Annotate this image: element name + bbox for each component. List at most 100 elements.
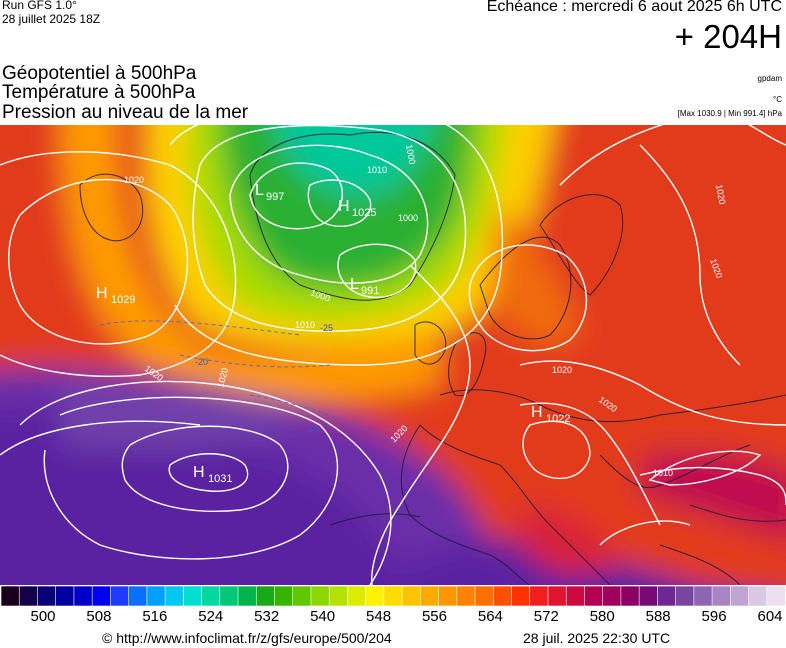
colorbar-swatch <box>584 586 604 606</box>
temperature-label: -25 <box>320 323 333 333</box>
isobar-label: 1020 <box>714 184 727 205</box>
isobar-label: 1000 <box>398 213 418 223</box>
coastlines <box>79 131 786 585</box>
isobars <box>0 125 786 585</box>
colorbar-swatch <box>18 586 39 606</box>
svg-text:H: H <box>96 285 108 302</box>
colorbar-swatch <box>438 586 458 606</box>
svg-text:L: L <box>255 182 264 199</box>
colorbar-tick-label: 572 <box>533 608 559 625</box>
run-date: 28 juillet 2025 18Z <box>2 12 101 26</box>
pressure-center: H 1029 <box>96 285 135 306</box>
colorbar-swatch <box>657 586 677 606</box>
colorbar-swatch <box>146 586 166 606</box>
unit-geopotential: gpdam <box>757 74 782 83</box>
colorbar-swatch <box>110 586 130 606</box>
isobar-label: 1010 <box>295 320 315 330</box>
isotherms <box>99 320 401 446</box>
colorbar-swatch <box>492 586 513 606</box>
svg-text:1025: 1025 <box>352 207 376 219</box>
pressure-center: H 1022 <box>531 404 570 425</box>
colorbar-swatch <box>1 586 21 606</box>
svg-text:991: 991 <box>361 285 379 297</box>
svg-text:H: H <box>338 198 350 215</box>
colorbar-tick-label: 500 <box>30 608 56 625</box>
pressure-center: L 997 <box>255 182 284 203</box>
colorbar-tick-label: 580 <box>589 608 615 625</box>
colorbar-swatch <box>292 586 312 606</box>
run-label: Run GFS 1.0° <box>2 0 77 12</box>
colorbar-swatch <box>164 586 185 606</box>
colorbar-swatch <box>55 586 75 606</box>
svg-text:1029: 1029 <box>111 294 135 306</box>
colorbar-swatch <box>37 586 57 606</box>
svg-text:H: H <box>193 464 205 481</box>
isobar-label: 1020 <box>552 365 572 375</box>
colorbar-tick-label: 604 <box>757 608 783 625</box>
colorbar-swatch <box>547 586 568 606</box>
svg-text:997: 997 <box>266 191 284 203</box>
colorbar-swatch <box>128 586 148 606</box>
colorbar-swatch <box>310 586 331 606</box>
colorbar-tick-label: 596 <box>701 608 727 625</box>
colorbar-swatch <box>729 586 750 606</box>
colorbar-tick-label: 564 <box>477 608 503 625</box>
colorbar-swatch <box>183 586 203 606</box>
colorbar-swatch <box>201 586 221 606</box>
parameter-geopotential: Géopotentiel à 500hPa <box>2 63 197 84</box>
isobar-label: 1010 <box>367 165 387 175</box>
colorbar <box>1 586 785 606</box>
unit-temperature: °C <box>773 95 782 104</box>
colorbar-swatch <box>474 586 495 606</box>
source-url: © http://www.infoclimat.fr/z/gfs/europe/… <box>102 630 392 646</box>
colorbar-tick-label: 540 <box>310 608 336 625</box>
colorbar-swatch <box>711 586 732 606</box>
colorbar-swatch <box>529 586 549 606</box>
temperature-labels: -20 -25 -10 <box>195 323 333 434</box>
pressure-extrema: [Max 1030.9 | Min 991.4] hPa <box>677 109 782 118</box>
colorbar-tick-label: 588 <box>645 608 671 625</box>
colorbar-swatch <box>565 586 586 606</box>
colorbar-swatch <box>274 586 294 606</box>
colorbar-swatch <box>365 586 385 606</box>
colorbar-swatch <box>73 586 94 606</box>
colorbar-swatch <box>237 586 258 606</box>
isobar-label: 1000 <box>404 144 417 165</box>
parameter-pressure: Pression au niveau de la mer <box>2 102 249 123</box>
colorbar-swatch <box>347 586 367 606</box>
colorbar-swatch <box>383 586 404 606</box>
pressure-center: L 991 <box>350 276 379 297</box>
colorbar-tick-labels: 500 508 516 524 532 540 548 556 564 572 580 588 596 6… <box>0 608 786 628</box>
colorbar-tick-label: 516 <box>142 608 168 625</box>
colorbar-swatch <box>766 586 785 606</box>
colorbar-swatch <box>456 586 476 606</box>
colorbar-tick-label: 556 <box>421 608 447 625</box>
svg-text:1031: 1031 <box>208 473 232 485</box>
pressure-center: H 1025 <box>338 198 376 219</box>
colorbar-swatch <box>91 586 112 606</box>
colorbar-swatch <box>620 586 641 606</box>
pressure-centers: H 1029 L 997 H 1025 L 991 H 1022 H 1031 <box>96 182 570 485</box>
pressure-center: H 1031 <box>193 464 232 485</box>
colorbar-swatch <box>420 586 440 606</box>
temperature-label: -20 <box>195 357 208 367</box>
colorbar-swatch <box>748 586 768 606</box>
svg-text:1022: 1022 <box>546 413 570 425</box>
parameter-temperature: Température à 500hPa <box>2 82 196 103</box>
colorbar-swatch <box>401 586 422 606</box>
colorbar-swatch <box>675 586 695 606</box>
isobar-label: 1020 <box>124 175 144 185</box>
colorbar-swatch <box>328 586 349 606</box>
colorbar-tick-label: 548 <box>366 608 392 625</box>
colorbar-swatch <box>602 586 622 606</box>
svg-text:H: H <box>531 404 543 421</box>
weather-map: H 1029 L 997 H 1025 L 991 H 1022 H 1031 1020 1… <box>0 125 786 585</box>
isobar-label: 1010 <box>653 468 673 478</box>
valid-time-label: Echéance : mercredi 6 aout 2025 6h UTC <box>486 0 782 15</box>
colorbar-swatch <box>511 586 531 606</box>
generated-timestamp: 28 juil. 2025 22:30 UTC <box>523 630 671 646</box>
colorbar-tick-label: 508 <box>86 608 112 625</box>
colorbar-swatch <box>255 586 276 606</box>
colorbar-tick-label: 532 <box>254 608 280 625</box>
svg-text:L: L <box>350 276 359 293</box>
